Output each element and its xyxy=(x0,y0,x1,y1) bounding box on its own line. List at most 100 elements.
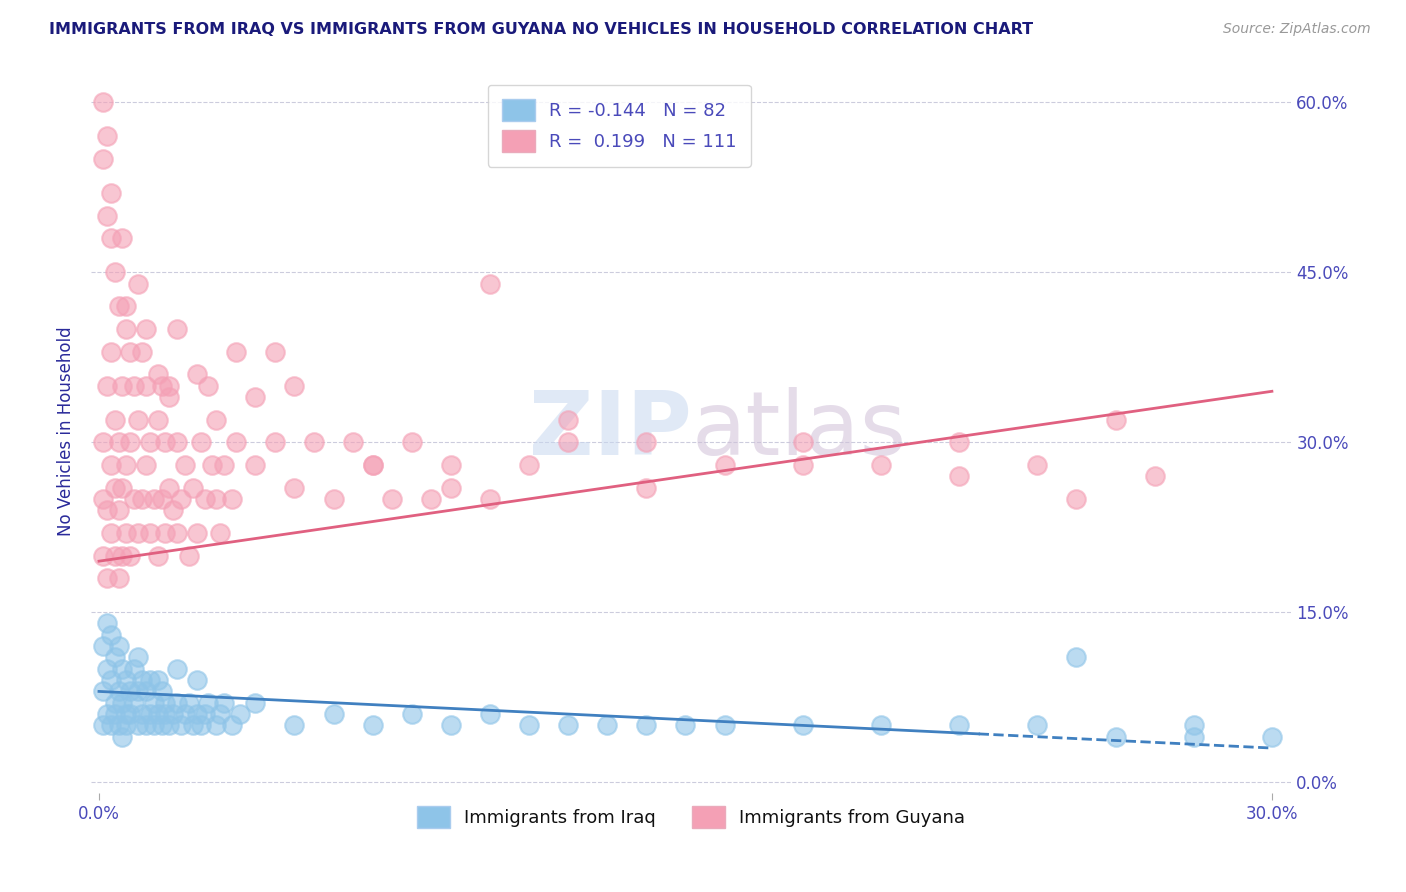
Point xyxy=(181,481,204,495)
Point xyxy=(115,718,138,732)
Point xyxy=(91,95,114,110)
Point xyxy=(1104,412,1126,426)
Point xyxy=(361,458,384,472)
Point xyxy=(91,435,114,450)
Point xyxy=(127,412,149,426)
Point xyxy=(100,673,122,687)
Point xyxy=(302,435,325,450)
Point xyxy=(675,718,697,732)
Point xyxy=(190,435,212,450)
Point xyxy=(205,491,228,506)
Point xyxy=(96,503,118,517)
Point xyxy=(146,549,169,563)
Point xyxy=(107,571,129,585)
Point xyxy=(948,718,970,732)
Point xyxy=(135,718,157,732)
Point xyxy=(150,718,173,732)
Point xyxy=(142,696,165,710)
Y-axis label: No Vehicles in Household: No Vehicles in Household xyxy=(58,326,75,536)
Point xyxy=(131,491,153,506)
Point xyxy=(948,469,970,483)
Point xyxy=(115,322,138,336)
Point xyxy=(135,458,157,472)
Point xyxy=(713,458,735,472)
Text: IMMIGRANTS FROM IRAQ VS IMMIGRANTS FROM GUYANA NO VEHICLES IN HOUSEHOLD CORRELAT: IMMIGRANTS FROM IRAQ VS IMMIGRANTS FROM … xyxy=(49,22,1033,37)
Point xyxy=(557,435,579,450)
Point xyxy=(209,707,232,722)
Point xyxy=(166,662,188,676)
Point xyxy=(157,378,180,392)
Point xyxy=(111,662,134,676)
Point xyxy=(440,458,463,472)
Point xyxy=(342,435,364,450)
Point xyxy=(181,718,204,732)
Point xyxy=(115,673,138,687)
Point xyxy=(212,458,235,472)
Point xyxy=(322,707,344,722)
Point xyxy=(104,265,127,279)
Point xyxy=(127,718,149,732)
Point xyxy=(104,696,127,710)
Point xyxy=(870,718,893,732)
Point xyxy=(283,481,305,495)
Point xyxy=(104,707,127,722)
Point xyxy=(713,718,735,732)
Point xyxy=(91,152,114,166)
Point xyxy=(201,458,224,472)
Point xyxy=(322,491,344,506)
Point xyxy=(100,525,122,540)
Point xyxy=(120,435,142,450)
Point xyxy=(139,435,162,450)
Point xyxy=(91,684,114,698)
Point xyxy=(146,368,169,382)
Point xyxy=(166,525,188,540)
Legend: Immigrants from Iraq, Immigrants from Guyana: Immigrants from Iraq, Immigrants from Gu… xyxy=(411,798,973,835)
Point xyxy=(170,718,193,732)
Point xyxy=(155,525,177,540)
Point xyxy=(186,707,208,722)
Point xyxy=(478,491,501,506)
Point xyxy=(111,481,134,495)
Point xyxy=(636,718,658,732)
Point xyxy=(100,718,122,732)
Point xyxy=(186,525,208,540)
Point xyxy=(157,481,180,495)
Point xyxy=(225,435,247,450)
Point xyxy=(245,390,267,404)
Point xyxy=(131,707,153,722)
Point xyxy=(107,718,129,732)
Point xyxy=(596,718,619,732)
Point xyxy=(166,322,188,336)
Point xyxy=(155,696,177,710)
Point xyxy=(197,696,219,710)
Point xyxy=(197,378,219,392)
Point xyxy=(478,707,501,722)
Point xyxy=(381,491,404,506)
Point xyxy=(177,696,200,710)
Point xyxy=(115,299,138,313)
Point xyxy=(186,368,208,382)
Point xyxy=(401,707,423,722)
Point xyxy=(96,378,118,392)
Point xyxy=(146,707,169,722)
Point xyxy=(96,707,118,722)
Text: atlas: atlas xyxy=(692,387,907,475)
Text: Source: ZipAtlas.com: Source: ZipAtlas.com xyxy=(1223,22,1371,37)
Point xyxy=(91,639,114,653)
Point xyxy=(120,344,142,359)
Point xyxy=(401,435,423,450)
Point xyxy=(948,435,970,450)
Point xyxy=(162,503,184,517)
Point xyxy=(264,435,287,450)
Point xyxy=(96,209,118,223)
Point xyxy=(420,491,443,506)
Point xyxy=(209,525,232,540)
Point xyxy=(115,458,138,472)
Point xyxy=(1026,458,1049,472)
Point xyxy=(111,231,134,245)
Point xyxy=(120,684,142,698)
Point xyxy=(166,696,188,710)
Point xyxy=(221,718,243,732)
Point xyxy=(517,718,540,732)
Point xyxy=(174,458,197,472)
